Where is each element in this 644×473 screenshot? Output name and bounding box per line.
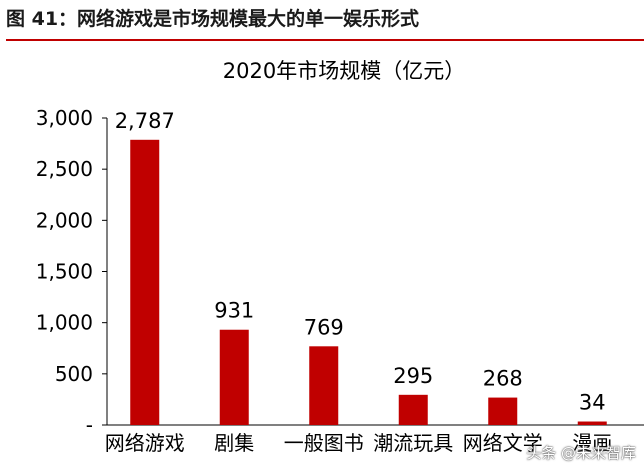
y-tick-label: - [86, 413, 93, 437]
data-label: 2,787 [115, 109, 175, 133]
bar [577, 421, 607, 425]
chart-title: 2020年市场规模（亿元） [223, 59, 465, 83]
figure-caption: 图 41：网络游戏是市场规模最大的单一娱乐形式 [6, 8, 420, 30]
bar [309, 346, 339, 425]
category-label: 网络游戏 [105, 431, 185, 455]
y-tick-label: 1,500 [36, 260, 93, 284]
category-label: 一般图书 [284, 431, 364, 455]
category-label: 漫画 [572, 431, 612, 455]
y-tick-label: 500 [55, 362, 93, 386]
labels: 2,787 网络游戏 931 剧集 769 一般图书 295 潮流玩具 268 网络文学 34 漫画 [105, 109, 613, 455]
y-tick-label: 3,000 [36, 106, 93, 130]
category-label: 剧集 [214, 431, 254, 455]
y-tick-label: 2,500 [36, 157, 93, 181]
category-label: 潮流玩具 [373, 431, 453, 455]
caption-rule [6, 39, 644, 41]
category-label: 网络文学 [463, 431, 543, 455]
data-label: 34 [579, 391, 606, 415]
axes: - 500 1,000 1,500 2,000 2,500 3,000 [36, 106, 644, 437]
data-label: 268 [483, 367, 523, 391]
bar [219, 329, 249, 425]
y-tick-label: 1,000 [36, 311, 93, 335]
bar [488, 397, 518, 425]
bar [130, 139, 160, 425]
bar [398, 394, 428, 425]
watermark: 头条 @未来智库 [526, 444, 636, 462]
bars [130, 139, 607, 425]
data-label: 931 [214, 299, 254, 323]
data-label: 295 [393, 364, 433, 388]
data-label: 769 [304, 315, 344, 339]
y-tick-label: 2,000 [36, 208, 93, 232]
